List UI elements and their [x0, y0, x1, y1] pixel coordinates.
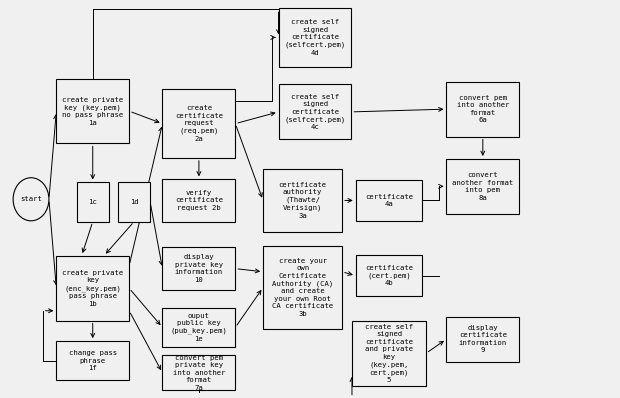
Text: create private
key (key.pem)
no pass phrase
1a: create private key (key.pem) no pass phr…: [62, 97, 123, 126]
Bar: [162, 179, 236, 222]
Text: display
certificate
information
9: display certificate information 9: [459, 325, 507, 353]
Text: change pass
phrase
1f: change pass phrase 1f: [69, 350, 117, 371]
Bar: [356, 180, 422, 221]
Bar: [356, 255, 422, 296]
Bar: [56, 79, 129, 143]
Bar: [56, 341, 129, 380]
Text: certificate
(cert.pem)
4b: certificate (cert.pem) 4b: [365, 265, 413, 287]
Text: create self
signed
certificate
(selfcert.pem)
4c: create self signed certificate (selfcert…: [285, 94, 345, 130]
Bar: [77, 182, 108, 222]
Bar: [263, 169, 342, 232]
Text: create your
own
Certificate
Authority (CA)
and create
your own Root
CA certifica: create your own Certificate Authority (C…: [272, 258, 333, 317]
Bar: [278, 84, 352, 139]
Text: start: start: [20, 196, 42, 202]
Text: 1d: 1d: [130, 199, 138, 205]
Bar: [446, 317, 519, 362]
Text: create private
key
(enc_key.pem)
pass phrase
1b: create private key (enc_key.pem) pass ph…: [62, 270, 123, 306]
Bar: [278, 8, 352, 67]
Bar: [162, 90, 236, 158]
Bar: [263, 246, 342, 329]
Bar: [352, 321, 426, 386]
Ellipse shape: [13, 178, 49, 221]
Bar: [162, 355, 236, 390]
Text: create self
signed
certificate
(selfcert.pem)
4d: create self signed certificate (selfcert…: [285, 19, 345, 56]
Bar: [56, 256, 129, 320]
Text: ouput
public key
(pub_key.pem)
1e: ouput public key (pub_key.pem) 1e: [170, 313, 228, 342]
Bar: [118, 182, 150, 222]
Text: 1c: 1c: [89, 199, 97, 205]
Bar: [446, 159, 519, 214]
Text: certificate
authority
(Thawte/
Verisign)
3a: certificate authority (Thawte/ Verisign)…: [278, 182, 327, 219]
Bar: [162, 308, 236, 347]
Text: certificate
4a: certificate 4a: [365, 194, 413, 207]
Text: display
private key
information
10: display private key information 10: [175, 254, 223, 283]
Bar: [446, 82, 519, 137]
Text: convert pem
into another
format
6a: convert pem into another format 6a: [456, 95, 509, 123]
Text: convert pem
private key
into another
format
7a: convert pem private key into another for…: [172, 355, 225, 391]
Text: convert
another format
into pem
8a: convert another format into pem 8a: [452, 172, 513, 201]
Text: create
certificate
request
(req.pem)
2a: create certificate request (req.pem) 2a: [175, 105, 223, 142]
Text: create self
signed
certificate
and private
key
(key.pem,
cert.pem)
5: create self signed certificate and priva…: [365, 324, 413, 383]
Text: verify
certificate
request 2b: verify certificate request 2b: [175, 190, 223, 211]
Bar: [162, 248, 236, 290]
